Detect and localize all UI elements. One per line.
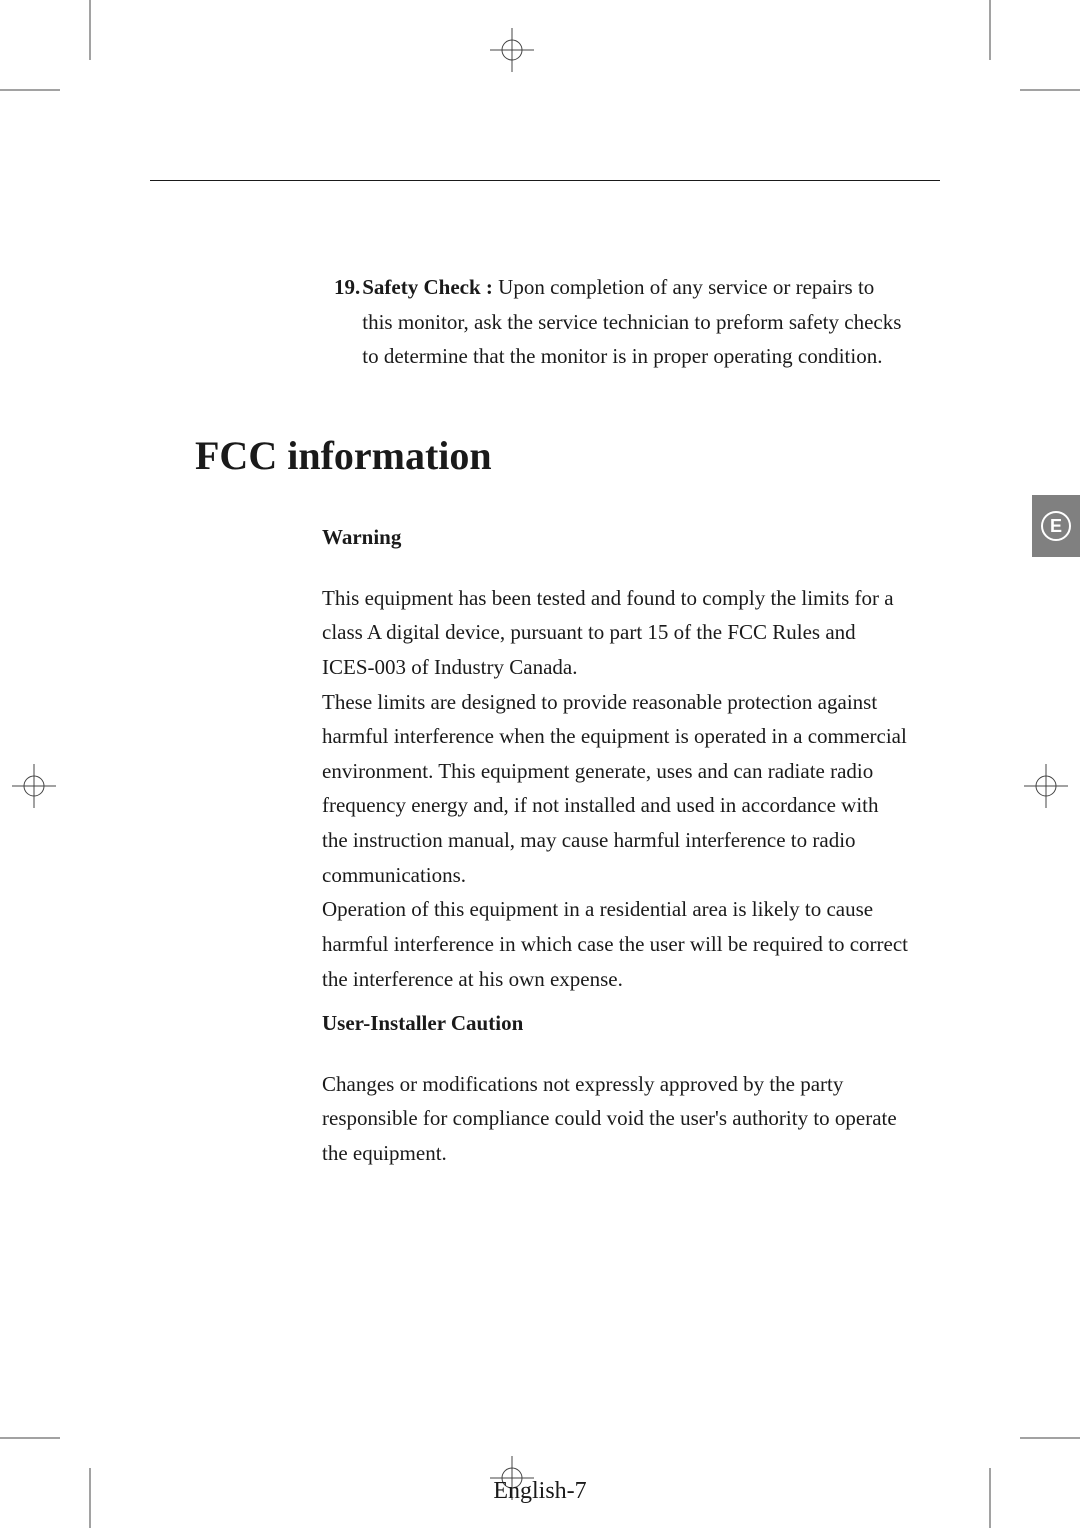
section-title: FCC information: [195, 432, 492, 479]
language-tab-circle: E: [1041, 511, 1071, 541]
page-number: English-7: [0, 1478, 1080, 1505]
warning-paragraph-2: These limits are designed to provide rea…: [322, 685, 908, 893]
warning-section: Warning This equipment has been tested a…: [322, 520, 908, 996]
safety-check-item: 19. Safety Check : Upon completion of an…: [334, 270, 908, 374]
caution-text: Changes or modifications not expressly a…: [322, 1067, 908, 1171]
caution-heading: User-Installer Caution: [322, 1006, 908, 1041]
crop-mark-top-left: [0, 0, 120, 120]
language-tab: E: [1032, 495, 1080, 557]
registration-mark-left: [12, 764, 56, 808]
crop-mark-bottom-right: [960, 1408, 1080, 1528]
manual-page: 19. Safety Check : Upon completion of an…: [0, 0, 1080, 1528]
safety-item-text: Safety Check : Upon completion of any se…: [360, 270, 908, 374]
crop-mark-bottom-left: [0, 1408, 120, 1528]
safety-item-lead: Safety Check :: [362, 275, 498, 299]
safety-item-number: 19.: [334, 270, 360, 374]
language-tab-letter: E: [1050, 516, 1062, 537]
registration-mark-top: [490, 28, 534, 72]
caution-section: User-Installer Caution Changes or modifi…: [322, 1006, 908, 1171]
warning-heading: Warning: [322, 520, 908, 555]
registration-mark-right: [1024, 764, 1068, 808]
warning-paragraph-3: Operation of this equipment in a residen…: [322, 892, 908, 996]
warning-paragraph-1: This equipment has been tested and found…: [322, 581, 908, 685]
header-rule: [150, 180, 940, 181]
crop-mark-top-right: [960, 0, 1080, 120]
